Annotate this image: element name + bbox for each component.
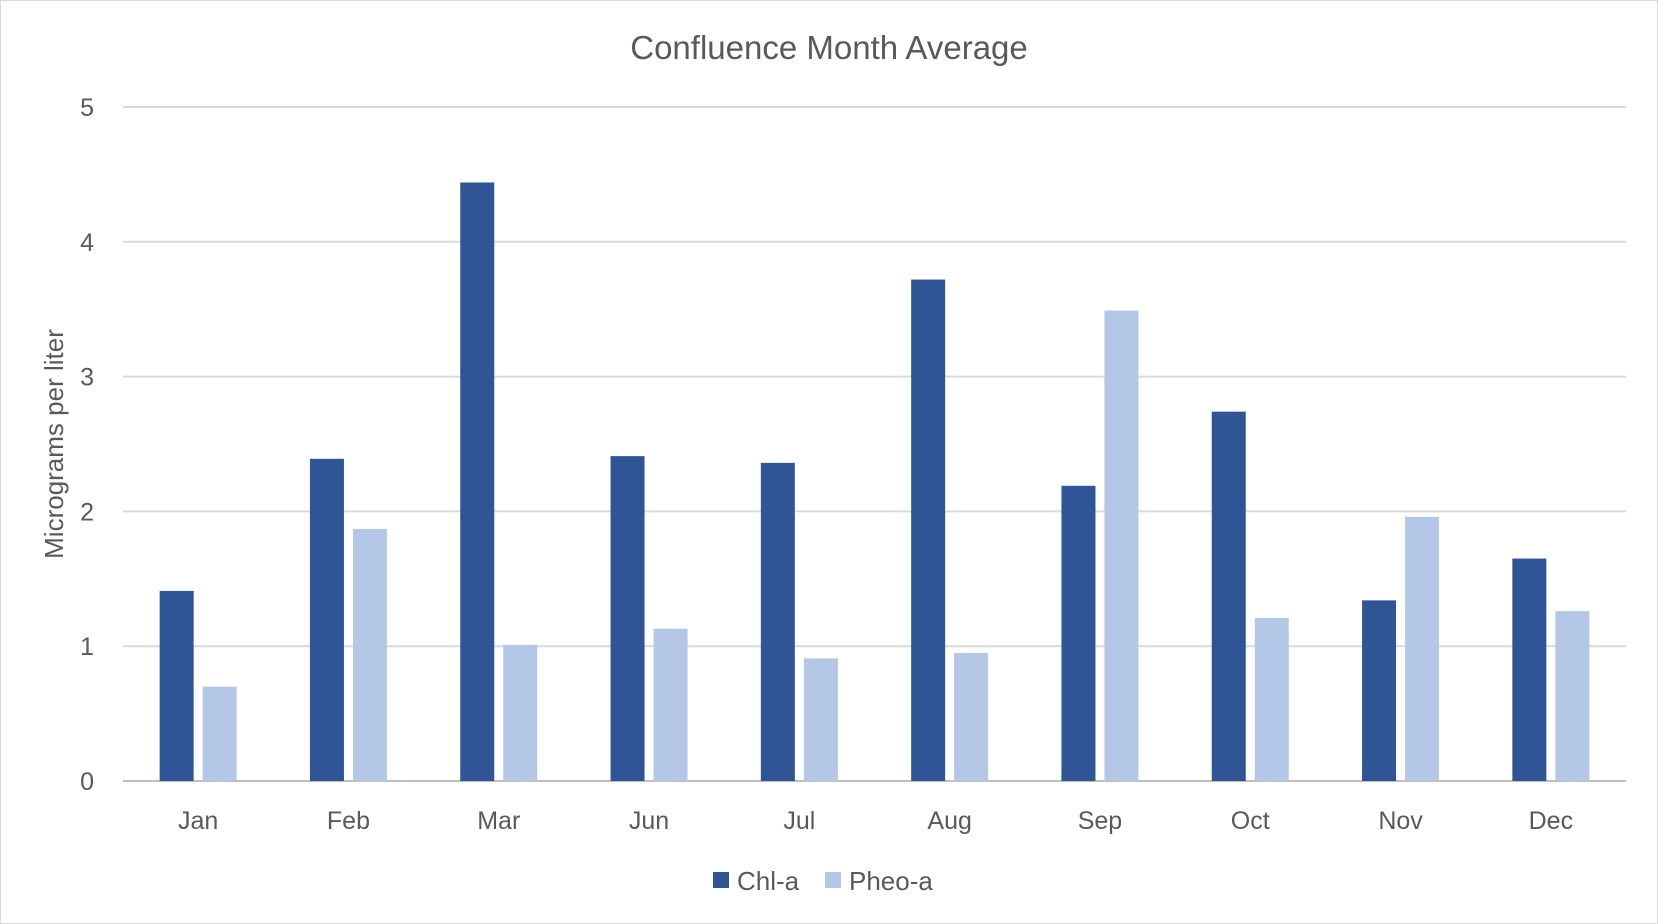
legend-label-chl-a: Chl-a xyxy=(737,866,800,896)
y-tick-label: 5 xyxy=(80,94,94,122)
x-tick-label: Oct xyxy=(1231,807,1270,835)
bar-chl-a-aug xyxy=(911,279,946,781)
bar-chl-a-feb xyxy=(309,458,344,781)
legend-swatch-chl-a xyxy=(713,872,729,888)
bar-pheo-a-feb xyxy=(352,528,387,781)
x-tick-label: Nov xyxy=(1378,807,1423,835)
x-tick-label: Dec xyxy=(1529,807,1573,835)
y-tick-label: 4 xyxy=(80,229,94,257)
y-tick-label: 1 xyxy=(80,633,94,661)
bar-pheo-a-aug xyxy=(954,652,989,781)
x-tick-label: Jun xyxy=(629,807,669,835)
x-tick-label: Sep xyxy=(1078,807,1122,835)
bar-chl-a-jan xyxy=(159,590,194,781)
bar-pheo-a-sep xyxy=(1104,310,1139,781)
legend-swatch-pheo-a xyxy=(825,872,841,888)
y-tick-label: 2 xyxy=(80,498,94,526)
y-axis-tick-labels: 0 1 2 3 4 5 xyxy=(80,94,94,796)
legend: Chl-a Pheo-a xyxy=(713,866,933,896)
y-tick-label: 3 xyxy=(80,364,94,392)
y-tick-label: 0 xyxy=(80,768,94,796)
bar-chl-a-jun xyxy=(610,456,645,781)
bar-chl-a-sep xyxy=(1061,485,1096,781)
bar-chl-a-mar xyxy=(460,182,495,781)
bar-pheo-a-jun xyxy=(653,628,688,781)
x-tick-label: Aug xyxy=(927,807,971,835)
x-tick-label: Jul xyxy=(783,807,815,835)
bar-pheo-a-jan xyxy=(202,686,237,781)
chart-title: Confluence Month Average xyxy=(630,29,1028,66)
bar-chl-a-jul xyxy=(760,462,795,781)
bar-pheo-a-dec xyxy=(1555,611,1590,781)
x-tick-label: Mar xyxy=(477,807,520,835)
gridlines xyxy=(123,106,1626,782)
bar-chl-a-nov xyxy=(1362,600,1397,781)
legend-label-pheo-a: Pheo-a xyxy=(849,866,933,896)
bar-pheo-a-jul xyxy=(803,658,838,781)
y-axis-label: Micrograms per liter xyxy=(39,329,69,559)
bars xyxy=(159,182,1590,781)
bar-pheo-a-nov xyxy=(1405,516,1440,781)
bar-chl-a-oct xyxy=(1211,411,1246,781)
bar-pheo-a-mar xyxy=(503,644,538,781)
bar-pheo-a-oct xyxy=(1254,617,1289,781)
x-tick-label: Jan xyxy=(178,807,218,835)
x-axis-tick-labels: Jan Feb Mar Jun Jul Aug Sep Oct Nov Dec xyxy=(178,807,1573,835)
bar-chl-a-dec xyxy=(1512,558,1547,781)
x-tick-label: Feb xyxy=(327,807,370,835)
